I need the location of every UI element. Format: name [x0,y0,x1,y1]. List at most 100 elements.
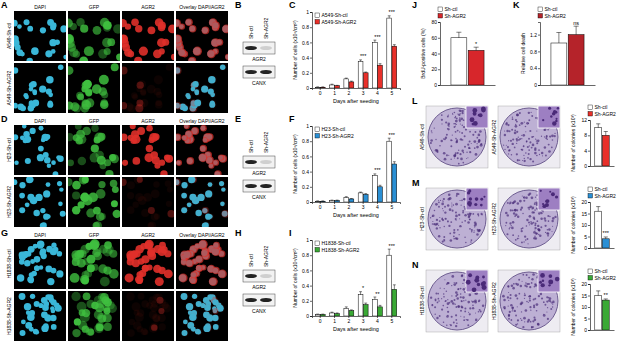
colony [547,233,549,235]
inset-colony [550,115,552,117]
nucleus [63,55,66,60]
colony [450,239,453,242]
y-tick-label: 1 [306,123,309,129]
colony [436,317,438,319]
colony [536,220,538,222]
x-tick: 5 [390,202,393,210]
colony [464,220,466,222]
micrograph [14,125,66,175]
nucleus [26,58,33,61]
x-tick: 2 [347,202,350,210]
micrograph [14,63,66,113]
bar [387,18,392,88]
error-bar [316,200,319,201]
gfp-cell [116,53,120,60]
colony [454,303,455,304]
x-tick-label: 3 [362,318,365,324]
gfp-cell [93,26,102,35]
colony [530,295,532,297]
agr2-signal [145,240,154,249]
colony [539,154,540,155]
legend: H1838-Sh-ctlH1838-Sh-AGR2 [315,240,360,253]
panel-letter: H [235,228,242,238]
micrograph-bg [14,239,66,289]
colony [548,299,551,302]
nucleus [46,76,54,84]
micrograph [68,177,120,227]
colony [474,230,475,231]
colony-panel: LA549-Sh-ctlA549-Sh-AGR2 [412,96,560,168]
colony [455,138,457,140]
agr2-signal [181,192,188,199]
colony [452,113,453,114]
colony [462,283,463,284]
colony [529,286,531,288]
colony [534,286,536,288]
agr2-signal [201,249,209,257]
colony [531,326,533,328]
image-panel: GDAPIGFPAGR2Overlay DAPI/AGR2H1838-Sh-ct… [1,228,228,341]
plot-marks [315,138,396,202]
colony [542,155,543,156]
error-bar [456,32,461,38]
nucleus [41,325,48,332]
gfp-cell [91,125,98,132]
colony [457,130,459,132]
error-bar [350,198,353,199]
colony [463,300,464,301]
colony [509,222,511,224]
colony [452,302,454,304]
panel-letter: J [412,0,417,10]
colony [528,153,530,155]
panel-letter: B [235,0,242,10]
colony [457,294,458,295]
colony [536,208,538,210]
colony [544,128,547,131]
agr2-signal [189,25,196,32]
nucleus [51,160,56,165]
y-axis-line [310,127,313,203]
colony [465,242,467,244]
y-tick-label: 0 [306,313,309,319]
dish-bg [426,106,488,168]
bar [392,164,397,202]
colony [468,312,469,313]
band-label: CANX [252,308,267,314]
significance: *** [389,132,396,138]
x-tick-label: 4 [376,90,379,96]
colony [456,193,459,196]
nucleus [14,161,19,166]
error-bar [359,292,362,295]
colony [454,157,455,158]
colony [431,130,432,131]
agr2-signal [181,181,189,189]
nucleus [40,222,46,227]
colony [524,122,525,123]
colony [548,144,550,146]
colony [442,218,444,220]
y-tick-label: 0.2 [302,70,309,76]
colony [531,282,533,284]
colony [530,221,531,222]
agr2-signal [125,23,131,29]
colony [526,283,528,285]
agr2-signal [181,329,189,337]
colony [430,142,432,144]
x-tick: 0 [319,88,322,96]
colony [534,203,536,205]
colony [477,230,480,233]
colony [512,117,513,118]
error-bar [364,193,367,195]
colony [511,154,513,156]
colony [517,159,519,161]
x-tick-label: 0 [319,318,322,324]
colony [449,233,451,235]
colony [552,139,554,141]
error-bar [331,84,334,86]
colony [461,112,463,114]
agr2-signal [171,54,174,60]
y-tick-label: 0.2 [302,184,309,190]
x-axis-title: Days after seeding [333,326,379,332]
agr2-signal [134,177,143,184]
colony [446,315,449,318]
